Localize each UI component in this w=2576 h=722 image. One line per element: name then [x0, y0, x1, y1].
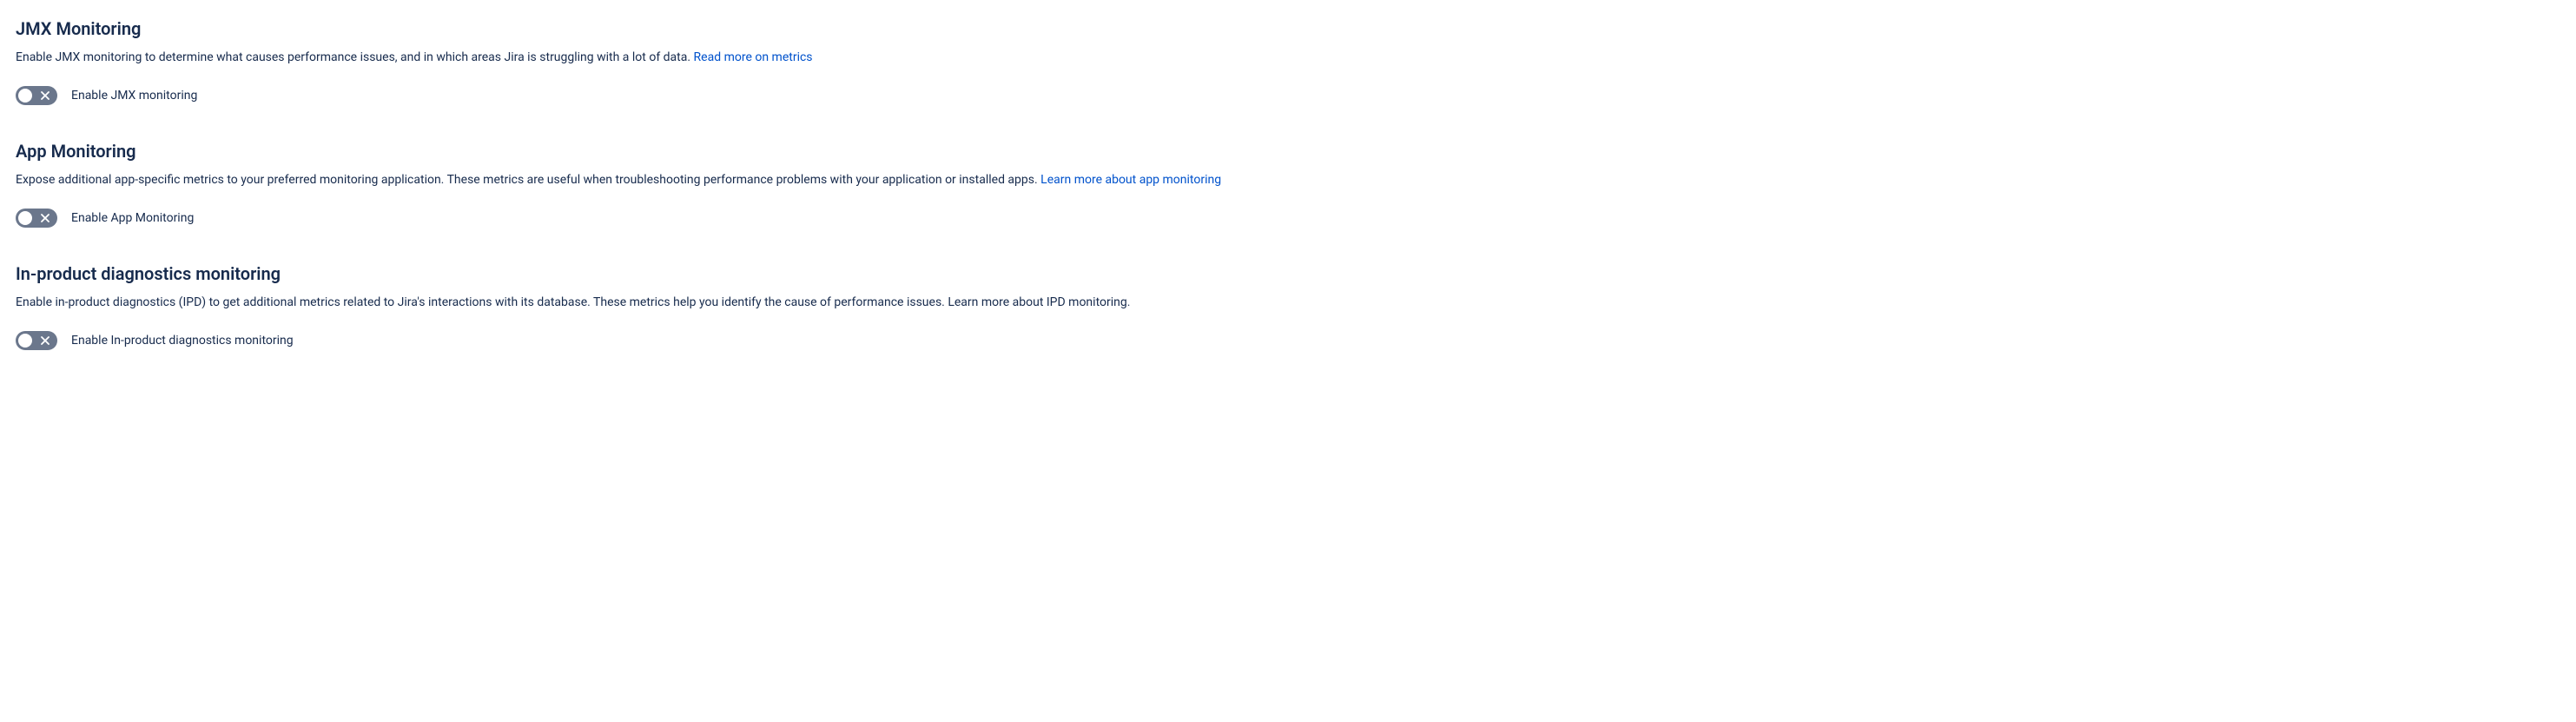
- jmx-description: Enable JMX monitoring to determine what …: [16, 49, 2560, 67]
- app-toggle-label: Enable App Monitoring: [71, 211, 194, 225]
- ipd-description: Enable in-product diagnostics (IPD) to g…: [16, 294, 2560, 312]
- jmx-monitoring-section: JMX Monitoring Enable JMX monitoring to …: [16, 17, 2560, 105]
- toggle-thumb: [18, 89, 32, 103]
- app-description: Expose additional app-specific metrics t…: [16, 171, 2560, 189]
- close-icon: [41, 91, 50, 100]
- ipd-monitoring-section: In-product diagnostics monitoring Enable…: [16, 262, 2560, 350]
- jmx-read-more-link[interactable]: Read more on metrics: [694, 50, 813, 64]
- app-heading: App Monitoring: [16, 140, 2560, 162]
- app-monitoring-section: App Monitoring Expose additional app-spe…: [16, 140, 2560, 228]
- jmx-description-text: Enable JMX monitoring to determine what …: [16, 50, 694, 64]
- ipd-heading: In-product diagnostics monitoring: [16, 262, 2560, 285]
- app-learn-more-link[interactable]: Learn more about app monitoring: [1040, 173, 1221, 187]
- ipd-toggle-label: Enable In-product diagnostics monitoring: [71, 334, 294, 348]
- close-icon: [41, 336, 50, 345]
- toggle-thumb: [18, 211, 32, 225]
- jmx-toggle-label: Enable JMX monitoring: [71, 89, 197, 103]
- toggle-thumb: [18, 334, 32, 348]
- app-description-text: Expose additional app-specific metrics t…: [16, 173, 1040, 187]
- jmx-toggle-row: Enable JMX monitoring: [16, 86, 2560, 105]
- ipd-toggle[interactable]: [16, 331, 57, 350]
- jmx-toggle[interactable]: [16, 86, 57, 105]
- close-icon: [41, 214, 50, 222]
- ipd-toggle-row: Enable In-product diagnostics monitoring: [16, 331, 2560, 350]
- app-toggle[interactable]: [16, 209, 57, 228]
- jmx-heading: JMX Monitoring: [16, 17, 2560, 40]
- app-toggle-row: Enable App Monitoring: [16, 209, 2560, 228]
